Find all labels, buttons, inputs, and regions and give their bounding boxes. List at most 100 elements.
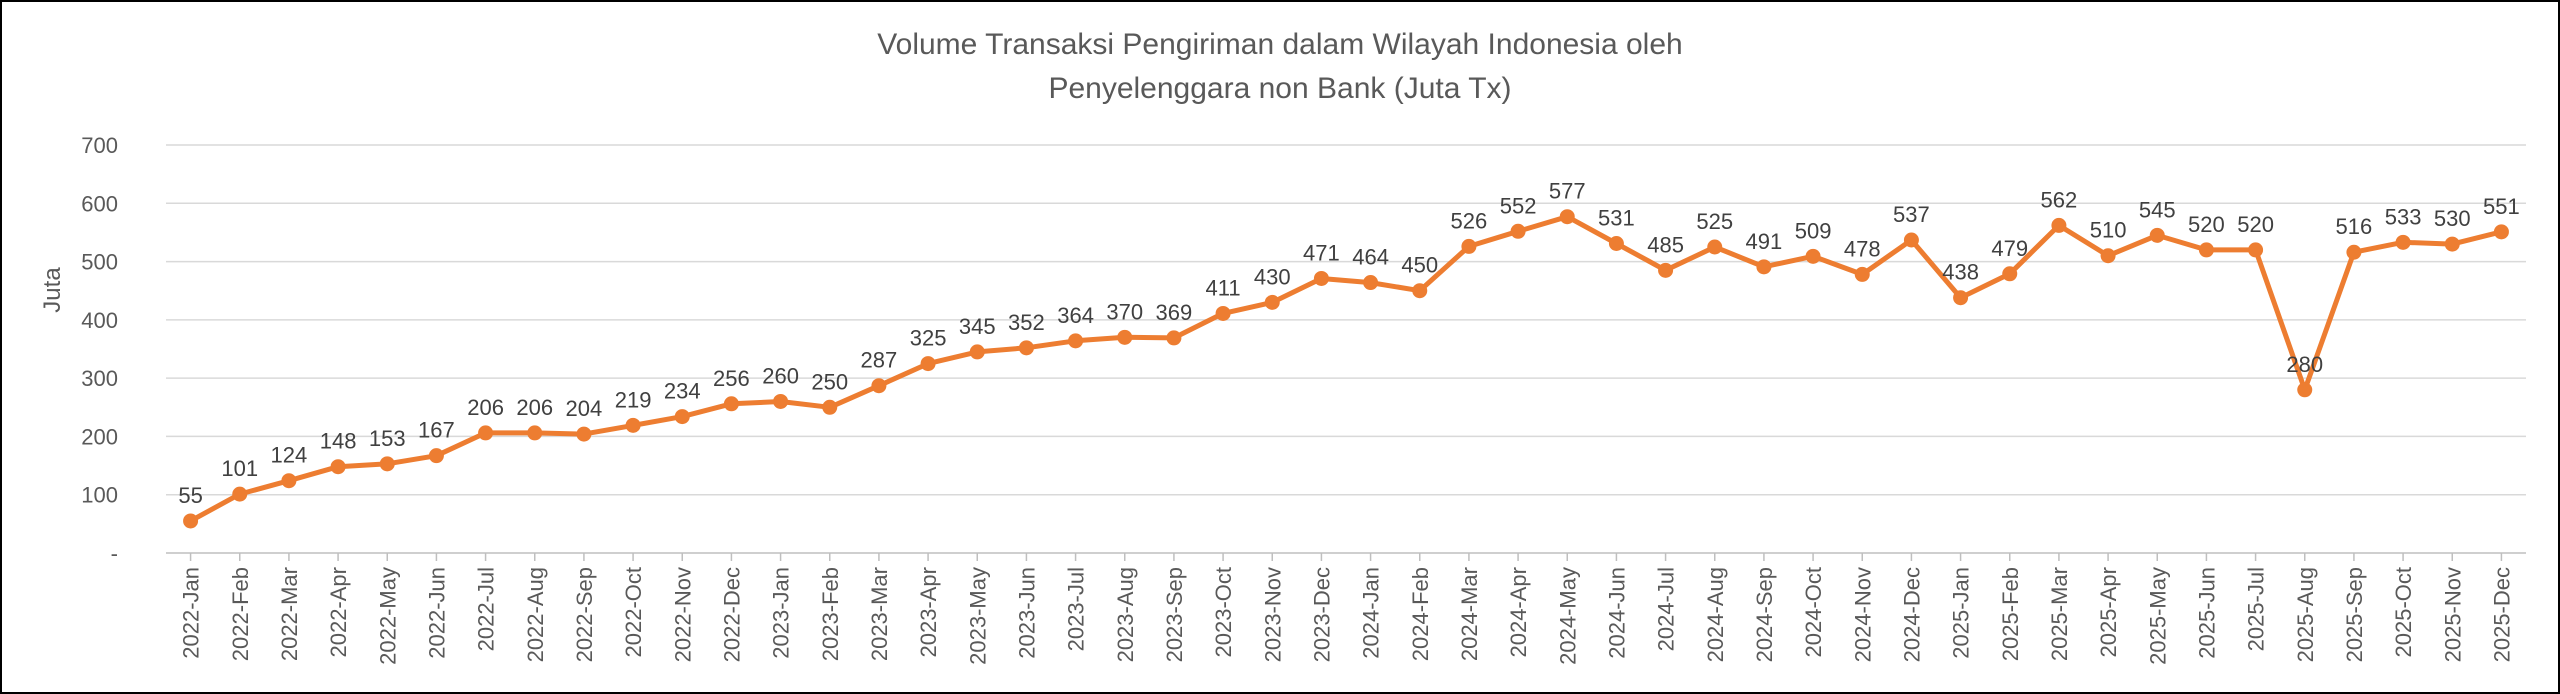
- data-point: [1805, 248, 1821, 264]
- x-tick-label: 2025-Jul: [2244, 567, 2269, 651]
- x-tick-label: 2023-Apr: [916, 567, 941, 658]
- data-label: 101: [221, 456, 258, 481]
- data-point: [1756, 259, 1772, 275]
- data-label: 206: [516, 395, 553, 420]
- x-tick-label: 2023-Oct: [1211, 567, 1236, 658]
- x-tick-label: 2022-May: [375, 567, 400, 665]
- data-point: [2100, 248, 2116, 264]
- y-axis-ticks: - 100 200 300 400 500 600 700: [81, 133, 118, 566]
- data-point: [1313, 270, 1329, 286]
- data-point: [969, 344, 985, 360]
- data-label: 204: [566, 396, 603, 421]
- data-labels: 55 101 124 148 153 167 206 206 204 219 234 256 260 25…: [178, 179, 2519, 508]
- data-point: [379, 456, 395, 472]
- x-tick-label: 2022-Oct: [621, 567, 646, 658]
- data-point: [527, 425, 543, 441]
- data-label: 206: [467, 395, 504, 420]
- chart-title-line-2: Penyelenggara non Bank (Juta Tx): [1048, 72, 1511, 105]
- data-point: [2248, 242, 2264, 258]
- data-label: 148: [320, 429, 357, 454]
- data-point: [1608, 236, 1624, 252]
- y-tick-label: 700: [81, 133, 118, 158]
- data-label: 411: [1206, 275, 1241, 300]
- data-label: 471: [1303, 240, 1340, 265]
- y-tick-label: 400: [81, 308, 118, 333]
- data-label: 478: [1844, 236, 1881, 261]
- x-tick-label: 2023-Feb: [818, 567, 843, 661]
- data-point: [1461, 238, 1477, 254]
- x-tick-label: 2022-Feb: [228, 567, 253, 661]
- data-label: 287: [861, 348, 898, 373]
- data-point: [1117, 329, 1133, 345]
- data-label: 479: [1991, 236, 2028, 261]
- data-label: 526: [1451, 208, 1488, 233]
- data-point: [2493, 224, 2509, 240]
- y-tick-label: 600: [81, 191, 118, 216]
- data-point: [625, 417, 641, 433]
- x-tick-label: 2022-Jul: [474, 567, 499, 651]
- x-tick-label: 2025-Jan: [1949, 567, 1974, 659]
- data-point: [1363, 275, 1379, 291]
- y-tick-label: 200: [81, 424, 118, 449]
- data-label: 124: [271, 443, 308, 468]
- data-label: 552: [1500, 193, 1537, 218]
- x-tick-label: 2025-Oct: [2391, 567, 2416, 658]
- data-point: [1068, 333, 1084, 349]
- data-point: [2395, 234, 2411, 250]
- data-point: [2002, 266, 2018, 282]
- x-tick-label: 2022-Dec: [719, 567, 744, 662]
- data-point: [1559, 209, 1575, 225]
- x-tick-label: 2024-Oct: [1801, 567, 1826, 658]
- data-label: 370: [1106, 299, 1143, 324]
- data-label: 430: [1254, 264, 1291, 289]
- data-label: 551: [2483, 194, 2520, 219]
- series-line-group: [188, 214, 2504, 524]
- x-tick-label: 2024-Nov: [1850, 567, 1875, 662]
- data-point: [2346, 244, 2362, 260]
- data-label: 352: [1008, 310, 1045, 335]
- data-point: [183, 513, 199, 529]
- x-tick-label: 2022-Sep: [572, 567, 597, 662]
- x-tick-label: 2023-May: [965, 567, 990, 665]
- x-tick-label: 2025-May: [2145, 567, 2170, 665]
- x-tick-label: 2025-Apr: [2096, 567, 2121, 658]
- x-tick-label: 2024-Apr: [1506, 567, 1531, 658]
- y-tick-label: 300: [81, 366, 118, 391]
- data-point: [674, 409, 690, 425]
- data-label: 260: [762, 363, 799, 388]
- data-point: [2149, 227, 2165, 243]
- gridlines: [166, 144, 2526, 554]
- data-point: [428, 448, 444, 464]
- data-label: 438: [1942, 260, 1979, 285]
- x-tick-label: 2024-Aug: [1703, 567, 1728, 662]
- data-point: [478, 425, 494, 441]
- x-tick-label: 2024-Feb: [1408, 567, 1433, 661]
- data-label: 525: [1696, 209, 1733, 234]
- y-tick-label: -: [111, 541, 118, 566]
- data-point: [1215, 305, 1231, 321]
- x-tick-label: 2025-Nov: [2440, 567, 2465, 662]
- y-tick-label: 100: [81, 483, 118, 508]
- x-tick-label: 2024-Jan: [1359, 567, 1384, 659]
- data-point: [576, 426, 592, 442]
- x-tick-label: 2022-Jun: [424, 567, 449, 659]
- x-tick-label: 2025-Feb: [1998, 567, 2023, 661]
- data-label: 533: [2385, 204, 2422, 229]
- data-label: 364: [1057, 303, 1094, 328]
- x-tick-label: 2024-Sep: [1752, 567, 1777, 662]
- x-tick-label: 2024-Dec: [1899, 567, 1924, 662]
- data-label: 545: [2139, 197, 2176, 222]
- chart-title-line-1: Volume Transaksi Pengiriman dalam Wilaya…: [877, 28, 1682, 61]
- data-label: 325: [910, 326, 947, 351]
- x-tick-label: 2023-Jun: [1014, 567, 1039, 659]
- data-label: 464: [1352, 245, 1389, 270]
- x-tick-label: 2024-Jun: [1604, 567, 1629, 659]
- data-point: [2051, 217, 2067, 233]
- x-tick-label: 2023-Nov: [1260, 567, 1285, 662]
- data-label: 491: [1746, 229, 1783, 254]
- x-tick-label: 2023-Jul: [1064, 567, 1089, 651]
- data-label: 219: [615, 387, 652, 412]
- data-label: 250: [811, 369, 848, 394]
- data-label: 531: [1598, 206, 1635, 231]
